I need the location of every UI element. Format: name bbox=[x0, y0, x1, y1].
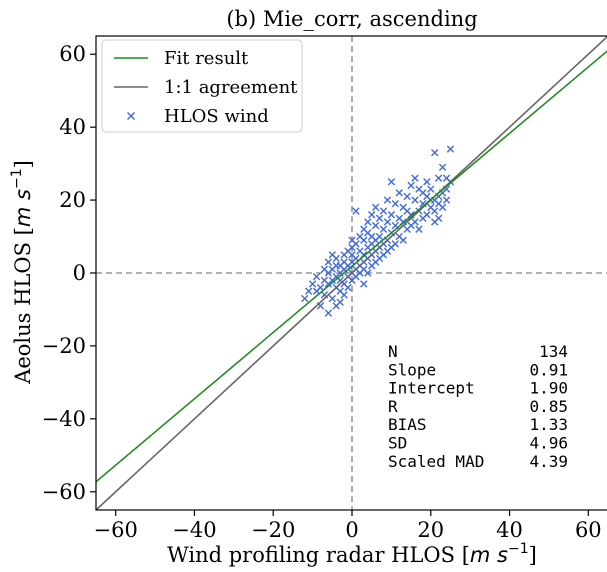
stat-value: 0.85 bbox=[529, 397, 568, 416]
scatter-point bbox=[423, 210, 431, 219]
scatter-point bbox=[383, 218, 392, 226]
scatter-point bbox=[446, 145, 455, 153]
scatter-point bbox=[434, 174, 443, 182]
scatter-point bbox=[438, 203, 447, 212]
ticks: −60 −40 −20 0 20 40 60 −60 −40 −20 0 20 40 60 bbox=[42, 42, 602, 542]
scatter-point bbox=[431, 148, 439, 157]
scatter-point bbox=[360, 236, 368, 244]
scatter-point bbox=[391, 200, 400, 208]
y-tick-label: 40 bbox=[59, 115, 86, 139]
scatter-point bbox=[340, 291, 348, 299]
scatter-point bbox=[364, 269, 372, 277]
scatter-point bbox=[352, 207, 360, 215]
scatter-point bbox=[411, 218, 419, 226]
legend: Fit result 1:1 agreement HLOS wind bbox=[101, 39, 303, 133]
stats-box: N 134 Slope 0.91 Intercept 1.90 R 0.85 BIAS 1.33 S… bbox=[388, 342, 568, 471]
x-tick-label: −20 bbox=[251, 518, 295, 542]
x-axis-label: Wind profiling radar HLOS [m s−1] bbox=[167, 541, 537, 567]
scatter-point bbox=[379, 225, 388, 233]
x-tick-label: −60 bbox=[94, 518, 138, 542]
scatter-point bbox=[411, 174, 419, 182]
scatter-point bbox=[360, 280, 368, 288]
y-tick-label: −20 bbox=[42, 334, 86, 358]
scatter-point bbox=[324, 258, 333, 266]
x-tick-label: 60 bbox=[575, 518, 602, 542]
chart-title: (b) Mie_corr, ascending bbox=[226, 7, 477, 31]
scatter-point bbox=[304, 287, 313, 295]
y-axis-label: Aeolus HLOS [m s−1] bbox=[9, 160, 35, 385]
identity-line bbox=[96, 36, 607, 510]
scatter-point bbox=[352, 240, 360, 248]
scatter-point bbox=[375, 214, 384, 223]
x-tick-label: 40 bbox=[496, 518, 523, 542]
stat-value: 1.33 bbox=[529, 415, 568, 434]
stat-value: 1.90 bbox=[529, 379, 568, 398]
scatter-point bbox=[438, 163, 447, 171]
fit-line bbox=[96, 50, 607, 483]
y-tick-label: 20 bbox=[59, 188, 86, 212]
legend-label: HLOS wind bbox=[164, 106, 269, 127]
stat-label: SD bbox=[388, 434, 407, 453]
scatter-point bbox=[324, 309, 333, 317]
scatter-point bbox=[395, 189, 403, 197]
scatter-point bbox=[391, 240, 400, 248]
stat-value: 134 bbox=[539, 342, 568, 361]
scatter-point bbox=[427, 185, 435, 193]
scatter-point bbox=[423, 178, 431, 186]
stat-label: Scaled MAD bbox=[388, 452, 484, 471]
scatter-point bbox=[434, 214, 443, 223]
scatter-point bbox=[371, 203, 380, 212]
x-tick-label: 20 bbox=[417, 518, 444, 542]
scatter-point bbox=[383, 196, 392, 204]
y-tick-label: −40 bbox=[42, 407, 86, 431]
scatter-point bbox=[411, 196, 419, 204]
scatter-point bbox=[328, 294, 337, 303]
scatter-point bbox=[431, 207, 439, 215]
scatter-point bbox=[344, 283, 352, 292]
x-tick-label: 0 bbox=[345, 518, 358, 542]
scatter-point bbox=[407, 181, 415, 190]
y-tick-label: 60 bbox=[59, 42, 86, 66]
legend-label: Fit result bbox=[164, 48, 249, 69]
scatter-point bbox=[442, 196, 451, 204]
stat-label: N bbox=[388, 342, 398, 361]
legend-box bbox=[101, 39, 303, 133]
scatter-point bbox=[375, 232, 384, 241]
legend-swatch bbox=[126, 111, 136, 121]
scatter-point bbox=[371, 221, 380, 230]
scatter-point bbox=[379, 207, 388, 215]
stat-value: 0.91 bbox=[529, 360, 568, 379]
scatter-point bbox=[403, 192, 411, 201]
scatter-point bbox=[387, 178, 396, 186]
stat-value: 4.96 bbox=[529, 434, 568, 453]
stat-label: R bbox=[388, 397, 398, 416]
y-tick-label: −60 bbox=[42, 480, 86, 504]
scatter-point bbox=[367, 210, 376, 219]
stat-label: Intercept bbox=[388, 379, 475, 398]
scatter-point bbox=[364, 218, 372, 226]
scatter-point bbox=[387, 210, 396, 219]
scatter-point bbox=[316, 283, 325, 292]
y-tick-label: 0 bbox=[73, 261, 86, 285]
stat-label: BIAS bbox=[388, 415, 427, 434]
scatter-point bbox=[332, 302, 340, 310]
stat-value: 4.39 bbox=[529, 452, 568, 471]
scatter-point bbox=[399, 236, 407, 244]
scatter-point bbox=[301, 294, 309, 303]
scatter-point bbox=[415, 225, 423, 233]
stat-label: Slope bbox=[388, 360, 436, 379]
legend-label: 1:1 agreement bbox=[164, 77, 298, 98]
scatter-point bbox=[312, 272, 321, 281]
x-tick-label: −40 bbox=[172, 518, 216, 542]
scatter-point bbox=[308, 280, 317, 288]
scatter-point bbox=[332, 254, 340, 263]
